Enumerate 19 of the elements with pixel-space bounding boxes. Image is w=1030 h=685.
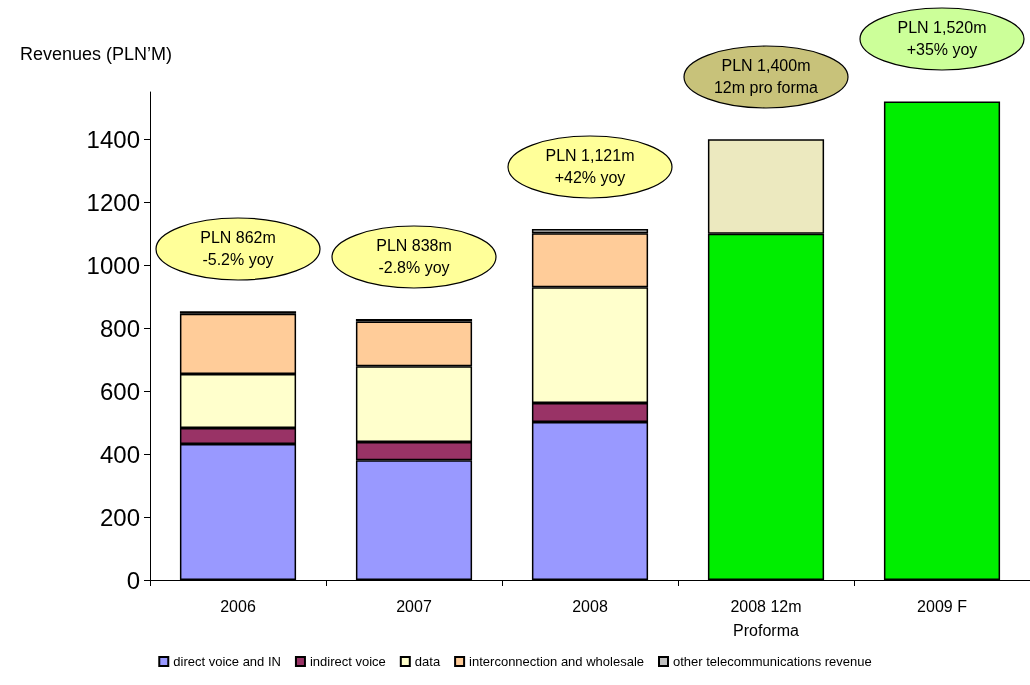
x-tick-label: 2009 F xyxy=(917,597,968,615)
legend-label: direct voice and IN xyxy=(173,654,281,669)
legend-label: indirect voice xyxy=(309,654,386,669)
x-tick-label: 2008 xyxy=(572,597,608,615)
y-tick-label: 1200 xyxy=(86,188,140,216)
y-tick-label: 1000 xyxy=(86,251,140,279)
y-tick-label: 200 xyxy=(99,503,140,531)
x-tick-label: 2008 12m Proforma xyxy=(730,597,802,639)
x-tick-label: 2007 xyxy=(396,597,432,615)
y-tick-label: 800 xyxy=(99,314,140,342)
y-tick-label: 1400 xyxy=(86,125,140,153)
legend-label: other telecommunications revenue xyxy=(673,654,872,669)
y-tick-label: 400 xyxy=(99,440,140,468)
legend-label: data xyxy=(414,654,441,669)
x-tick-label: 2006 xyxy=(220,597,256,615)
legend-label: interconnection and wholesale xyxy=(469,654,645,669)
y-axis-title: Revenues (PLN’M) xyxy=(20,44,173,64)
y-tick-label: 0 xyxy=(126,566,140,594)
y-tick-label: 600 xyxy=(99,377,140,405)
